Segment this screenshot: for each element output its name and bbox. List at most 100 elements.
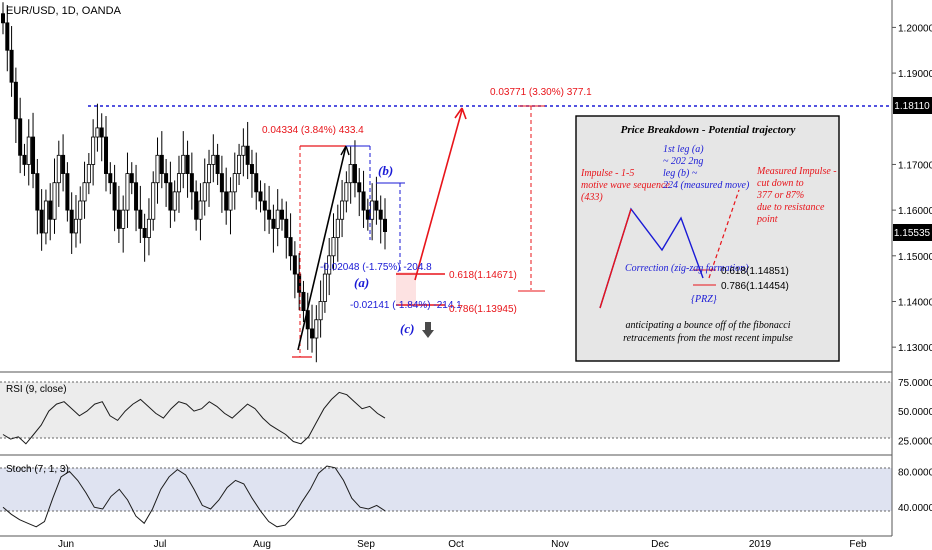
rsi-tick-label: 75.0000: [898, 378, 932, 389]
candle-down: [39, 209, 44, 234]
candle-up: [146, 218, 151, 238]
text-line: Impulse - 1-5: [580, 168, 634, 179]
candle-down: [13, 81, 18, 120]
candle-down: [134, 182, 139, 211]
candle-down: [258, 191, 263, 202]
candle-up: [181, 154, 186, 174]
breakdown-impulse-text: Impulse - 1-5 motive wave sequence (433): [580, 168, 670, 203]
candle-down: [9, 49, 14, 83]
candle-down: [48, 200, 53, 220]
candle-down: [310, 328, 315, 339]
text-line: Measured Impulse -: [756, 166, 837, 177]
text-line: retracements from the most recent impuls…: [623, 333, 793, 344]
candle-down: [262, 200, 267, 211]
text-line: cut down to: [757, 178, 804, 189]
candle-up: [52, 182, 57, 220]
candle-down: [249, 164, 254, 174]
price-axis: 1.20000 1.19000 1.17000 1.16000 1.15000 1.140…: [892, 23, 932, 354]
candle-down: [104, 136, 109, 174]
candle-up: [125, 173, 130, 211]
candlestick-series: [0, 2, 387, 363]
candle-down: [116, 209, 121, 229]
candle-up: [202, 182, 207, 202]
candle-down: [99, 127, 104, 138]
breakdown-box: [575, 115, 840, 362]
time-tick-label: Nov: [551, 539, 569, 550]
breakdown-correction-text: Correction (zig-zag formation): [625, 263, 749, 274]
projection-arrow-head: [454, 107, 467, 120]
chart-title: EUR/USD, 1D, OANDA: [6, 5, 122, 17]
time-tick-label: 2019: [749, 539, 772, 550]
candle-up: [95, 127, 100, 138]
candle-down: [61, 154, 66, 174]
candle-up: [232, 173, 237, 193]
fib-c-label: -0.02141 (-1.84%) -214.1: [350, 300, 462, 311]
candle-up: [344, 182, 349, 202]
candle-down: [194, 191, 199, 220]
candle-up: [211, 154, 216, 165]
time-tick-label: Oct: [448, 539, 464, 550]
candle-up: [56, 154, 61, 184]
candle-up: [331, 237, 336, 257]
candle-down: [292, 255, 297, 275]
rsi-band: [0, 382, 892, 438]
candle-down: [108, 173, 113, 184]
candle-down: [254, 173, 259, 193]
candle-up: [340, 200, 345, 220]
breakdown-786: 0.786(1.14454): [721, 281, 789, 292]
time-axis: Jun Jul Aug Sep Oct Nov Dec 2019 Feb: [58, 539, 867, 550]
candle-up: [43, 200, 48, 234]
time-tick-label: Dec: [651, 539, 669, 550]
rsi-tick-label: 25.0000: [898, 436, 932, 447]
price-box-resistance-label: 1.18110: [894, 101, 930, 112]
text-line: 1st leg (a): [663, 144, 704, 155]
candle-down: [164, 173, 169, 184]
candle-down: [35, 173, 40, 211]
candle-down: [168, 182, 173, 211]
text-line: point: [756, 214, 778, 225]
candle-down: [279, 209, 284, 220]
candle-up: [121, 209, 126, 229]
candle-down: [288, 237, 293, 257]
fib-a-label: -0.02048 (-1.75%) -204.8: [320, 262, 432, 273]
stoch-line: [2, 465, 386, 528]
candle-down: [219, 173, 224, 193]
candle-up: [275, 209, 280, 229]
breakdown-measured-text: Measured Impulse -cut down to 377 or 87% d…: [756, 166, 837, 225]
text-line: motive wave sequence: [581, 180, 670, 191]
rsi-title: RSI (9, close): [6, 384, 67, 395]
rsi-line: [2, 391, 386, 445]
candle-down: [112, 182, 117, 211]
price-tick-label: 1.14000: [898, 297, 932, 308]
candle-up: [237, 154, 242, 174]
candle-down: [129, 173, 134, 184]
wave-a-label: (a): [354, 275, 369, 290]
text-line: anticipating a bounce off of the fibonac…: [626, 320, 791, 331]
time-tick-label: Jun: [58, 539, 74, 550]
breakdown-anticipating-text: anticipating a bounce off of the fibonac…: [623, 320, 793, 344]
candle-up: [198, 200, 203, 220]
price-tick-label: 1.13000: [898, 343, 932, 354]
text-line: leg (b) ~: [663, 168, 698, 179]
time-tick-label: Sep: [357, 539, 375, 550]
text-line: ~ 202 2ng: [663, 156, 703, 167]
candle-up: [172, 191, 177, 211]
projection-arrow: [414, 109, 463, 281]
candle-down: [365, 209, 370, 220]
up-arrow-icon: [422, 322, 434, 338]
price-tick-label: 1.16000: [898, 206, 932, 217]
fib-zone: [396, 272, 416, 304]
candle-up: [207, 164, 212, 184]
fib-upper-label: 0.03771 (3.30%) 377.1: [490, 87, 592, 98]
text-line: Correction (zig-zag formation): [625, 263, 749, 274]
price-box-resistance: [893, 97, 932, 114]
rsi-axis: 75.0000 50.0000 25.0000: [898, 378, 932, 447]
stoch-title: Stoch (7, 1, 3): [6, 464, 69, 475]
candle-down: [357, 182, 362, 193]
fib-618-label: 0.618(1.14671): [449, 270, 517, 281]
candle-up: [73, 218, 78, 234]
stoch-tick-label: 80.0000: [898, 467, 932, 478]
candle-up: [78, 200, 83, 220]
text-line: 224 (measured move): [663, 180, 750, 191]
